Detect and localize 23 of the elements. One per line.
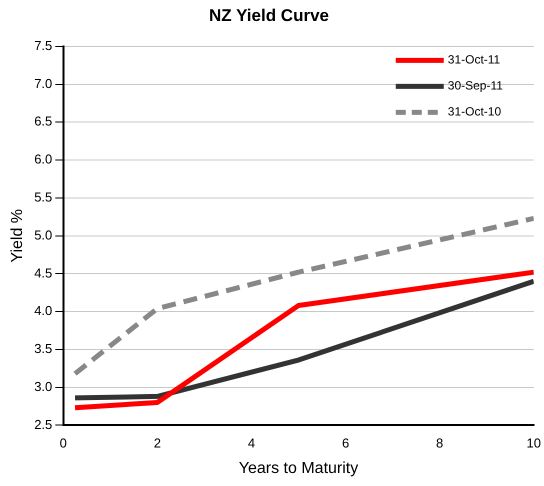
x-tick-label: 0 (60, 436, 67, 451)
y-tick-label: 7.5 (34, 38, 52, 53)
y-tick-label: 3.0 (34, 378, 52, 394)
x-tick-label: 8 (436, 436, 444, 451)
y-tick-label: 4.0 (34, 303, 52, 318)
legend-label: 31-Oct-11 (448, 52, 501, 67)
y-tick-label: 5.5 (34, 190, 52, 204)
legend-label: 30-Sep-11 (448, 78, 504, 93)
y-tick-label: 2.5 (34, 416, 52, 432)
chart-title: NZ Yield Curve (209, 6, 329, 25)
y-tick-label: 3.5 (34, 341, 52, 356)
y-tick-label: 4.5 (34, 265, 52, 280)
x-tick-label: 4 (248, 436, 256, 451)
y-tick-label: 5.0 (34, 227, 52, 242)
y-tick-label: 6.0 (34, 152, 52, 167)
x-tick-label: 10 (526, 436, 542, 451)
y-axis-title: Yield % (9, 208, 26, 263)
x-tick-label: 6 (342, 436, 350, 451)
x-tick-label: 2 (154, 436, 161, 451)
x-axis-title: Years to Maturity (238, 460, 358, 477)
legend-label: 31-Oct-10 (448, 104, 502, 119)
y-tick-label: 6.5 (34, 114, 52, 129)
y-tick-label: 7.0 (34, 76, 52, 91)
